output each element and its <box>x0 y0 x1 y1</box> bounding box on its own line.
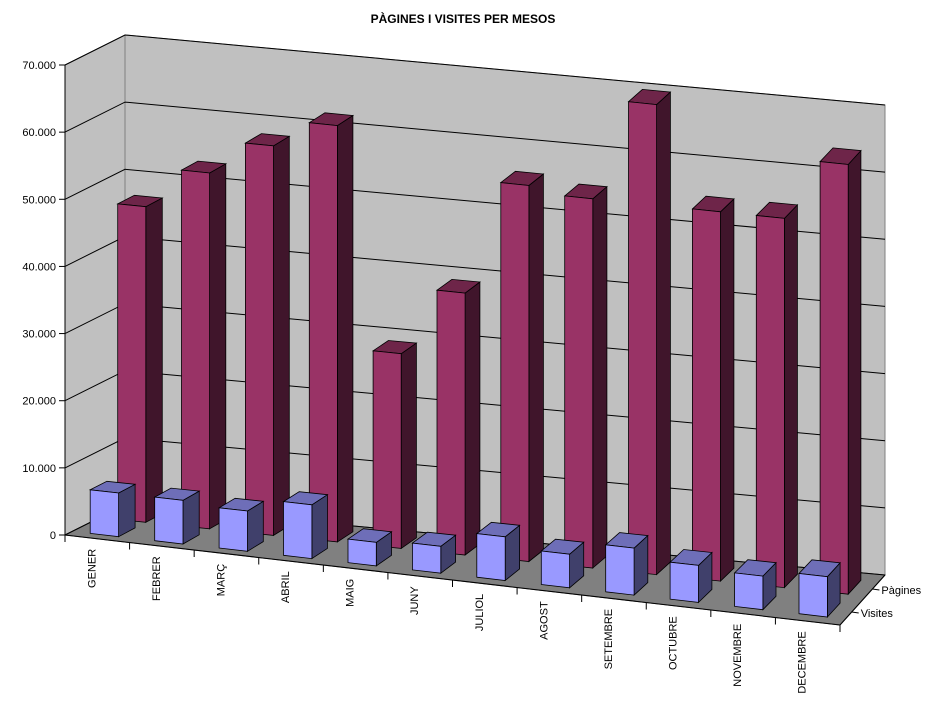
x-tick-label: JULIOL <box>474 594 486 631</box>
depth-tick <box>872 588 880 591</box>
bar-visites <box>346 528 393 567</box>
x-axis: GENER FEBRER MARÇ ABRIL MAIG JUNY JULIOL AGOST S… <box>64 534 841 694</box>
y-tick-label: 70.000 <box>22 60 56 72</box>
series-visites <box>88 480 841 619</box>
y-axis: 0 10.000 20.000 30.000 40.000 50.000 60.000 70.… <box>22 60 66 542</box>
x-tick-label: DECEMBRE <box>797 631 809 693</box>
bar-pagines <box>499 170 545 563</box>
x-tick-label: SETEMBRE <box>603 609 615 670</box>
bar-pagines <box>627 88 672 576</box>
series-pagines <box>116 88 862 596</box>
bar-pagines <box>755 201 799 589</box>
side-wall <box>64 34 126 536</box>
depth-axis-line <box>839 574 886 626</box>
bar-pagines <box>435 278 481 556</box>
bar-visites <box>88 480 137 538</box>
x-tick-label: MARÇ <box>215 564 227 596</box>
depth-tick <box>851 611 859 614</box>
x-tick-label: OCTUBRE <box>667 616 679 670</box>
bar-visites <box>540 538 585 589</box>
bar-pagines <box>563 183 608 569</box>
bar-pagines <box>308 112 355 543</box>
series-axis: Visites Pàgines <box>839 574 922 626</box>
x-tick-label: MAIG <box>345 579 357 607</box>
bar-visites <box>733 559 777 611</box>
y-tick-label: 50.000 <box>22 194 56 206</box>
x-tick-label: NOVEMBRE <box>732 624 744 687</box>
bar-pagines <box>116 194 164 523</box>
bar-pagines <box>244 133 291 537</box>
y-tick-label: 10.000 <box>22 463 56 475</box>
x-tick-label: ABRIL <box>280 571 292 603</box>
x-tick-label: GENER <box>86 549 98 588</box>
bar-visites <box>604 532 649 597</box>
gridline <box>64 34 886 106</box>
x-tick-label: FEBRER <box>151 556 163 601</box>
bar-visites <box>217 497 265 553</box>
bar-visites <box>282 491 329 560</box>
bar-pagines <box>180 160 228 530</box>
x-tick-label: JUNY <box>409 586 421 615</box>
y-tick-label: 0 <box>50 530 56 542</box>
bar-visites <box>798 559 841 619</box>
bar-pagines <box>819 147 862 596</box>
legend-label: Visites <box>861 608 894 620</box>
y-tick-label: 60.000 <box>22 127 56 139</box>
chart-title: PÀGINES I VISITES PER MESOS <box>370 12 556 26</box>
bar-visites <box>411 531 457 575</box>
bar-visites <box>475 521 521 582</box>
y-tick-label: 40.000 <box>22 261 56 273</box>
x-tick-label: AGOST <box>538 601 550 640</box>
bar-pagines <box>691 195 735 583</box>
y-tick-label: 20.000 <box>22 396 56 408</box>
legend-label: Pàgines <box>881 585 921 597</box>
bar-pagines <box>371 340 418 550</box>
y-tick-label: 30.000 <box>22 329 56 341</box>
bar-visites <box>669 549 713 604</box>
bar-visites <box>153 487 201 545</box>
